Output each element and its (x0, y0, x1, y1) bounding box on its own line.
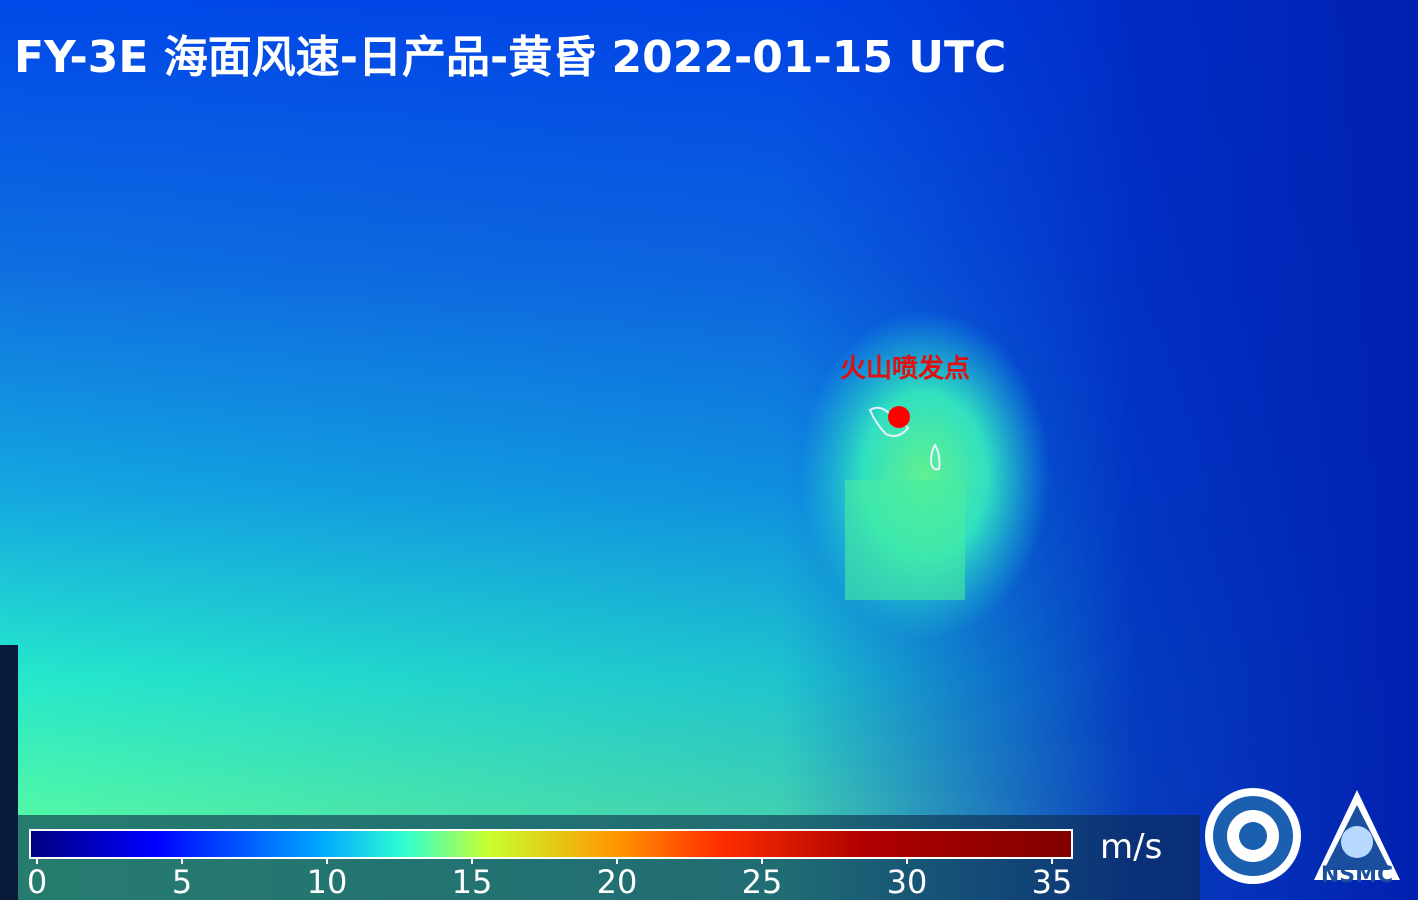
colorbar-tick-label: 15 (452, 863, 493, 900)
cma-logo (1205, 788, 1301, 884)
colorbar-tick-label: 30 (887, 863, 928, 900)
colorbar (29, 829, 1073, 859)
eruption-point (888, 406, 910, 428)
colorbar-tick-label: 5 (172, 863, 192, 900)
colorbar-tick-label: 10 (307, 863, 348, 900)
unit: m/s (1100, 827, 1162, 867)
colorbar-tick-label: 25 (742, 863, 783, 900)
nsmc-text: NSMC (1321, 863, 1393, 888)
title: FY-3E 海面风速-日产品-黄昏 2022-01-15 UTC (14, 32, 1006, 83)
colorbar-tick-label: 0 (27, 863, 47, 900)
colorbar-tick-label: 35 (1032, 863, 1073, 900)
nsmc-logo: NSMC (1314, 790, 1400, 888)
colorbar-tick-label: 20 (597, 863, 638, 900)
island-outline (868, 406, 941, 471)
annotation: 火山喷发点 (840, 353, 970, 384)
land-edge (0, 645, 18, 900)
wind-core (845, 480, 965, 600)
